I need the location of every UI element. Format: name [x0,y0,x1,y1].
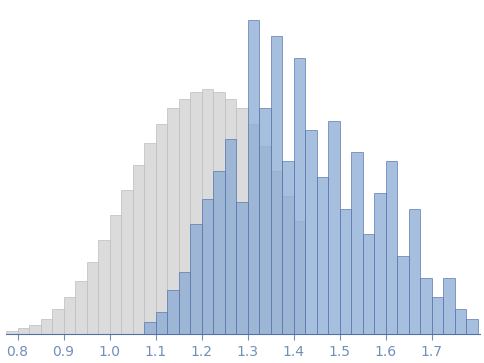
Bar [179,272,190,334]
Bar [328,121,340,334]
Bar [201,89,213,334]
Bar [443,278,454,334]
Bar [386,162,397,334]
Bar [98,240,109,334]
Bar [144,322,155,334]
Bar [179,98,190,334]
Bar [155,124,167,334]
Bar [29,325,41,334]
Bar [213,92,225,334]
Bar [259,108,271,334]
Bar [190,224,201,334]
Bar [305,130,317,334]
Bar [271,36,282,334]
Bar [190,92,201,334]
Bar [63,297,75,334]
Bar [454,309,466,334]
Bar [121,190,133,334]
Bar [144,143,155,334]
Bar [374,193,386,334]
Bar [225,139,236,334]
Bar [167,108,179,334]
Bar [293,221,305,334]
Bar [75,281,87,334]
Bar [397,256,408,334]
Bar [340,209,351,334]
Bar [271,171,282,334]
Bar [17,328,29,334]
Bar [87,262,98,334]
Bar [236,202,247,334]
Bar [259,146,271,334]
Bar [236,108,247,334]
Bar [247,124,259,334]
Bar [52,309,63,334]
Bar [6,331,17,334]
Bar [420,278,432,334]
Bar [109,215,121,334]
Bar [432,297,443,334]
Bar [282,162,293,334]
Bar [155,313,167,334]
Bar [247,20,259,334]
Bar [167,290,179,334]
Bar [133,164,144,334]
Bar [363,234,374,334]
Bar [41,319,52,334]
Bar [408,209,420,334]
Bar [293,58,305,334]
Bar [317,177,328,334]
Bar [466,319,478,334]
Bar [282,196,293,334]
Bar [351,152,363,334]
Bar [225,98,236,334]
Bar [201,199,213,334]
Bar [213,171,225,334]
